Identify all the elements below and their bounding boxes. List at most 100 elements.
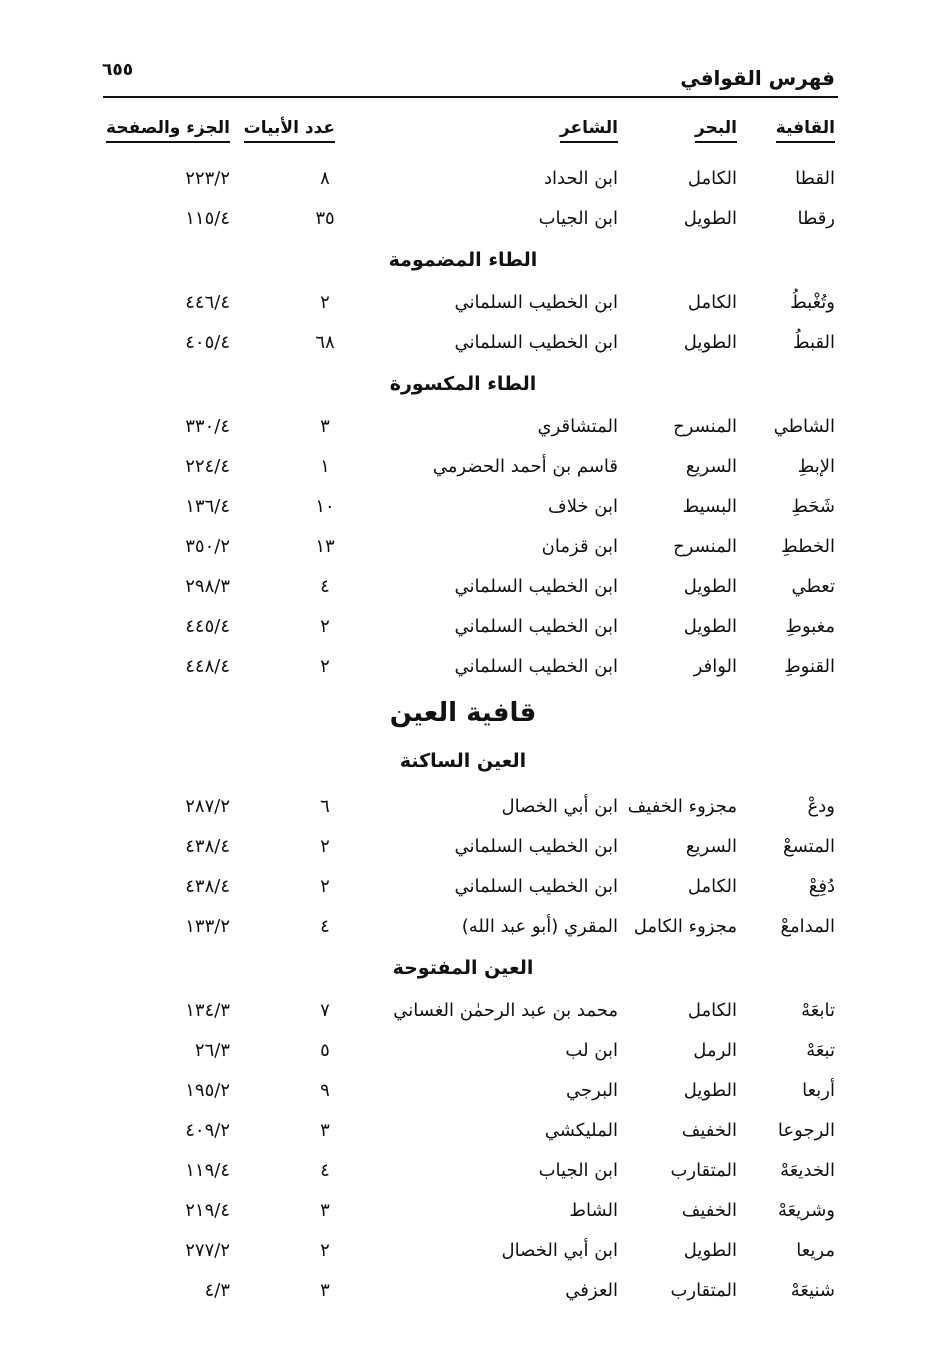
cell-ref: ٣٥٠/٢ [185, 536, 230, 557]
cell-meter: مجزوء الخفيف [627, 796, 737, 817]
table-row: مريعا الطويل ابن أبي الخصال ٢ ٢٧٧/٢ [0, 1232, 930, 1272]
section-heading: العين المفتوحة [0, 948, 930, 992]
table-row: أربعا الطويل البرجي ٩ ١٩٥/٢ [0, 1072, 930, 1112]
cell-poet: المليكشي [544, 1120, 618, 1141]
cell-ref: ٢٢٣/٢ [185, 168, 230, 189]
cell-count: ٣ [320, 1200, 330, 1221]
section-heading-text: العين المفتوحة [392, 957, 534, 979]
cell-ref: ٢٨٧/٢ [185, 796, 230, 817]
cell-ref: ٤٣٨/٤ [185, 876, 230, 897]
cell-poet: ابن خلاف [548, 496, 618, 517]
table-row: شنيعَهْ المتقارب العزفي ٣ ٤/٣ [0, 1272, 930, 1312]
cell-ref: ٣٣٠/٤ [185, 416, 230, 437]
cell-meter: الطويل [683, 332, 737, 353]
cell-ref: ٤٠٩/٢ [185, 1120, 230, 1141]
cell-ref: ٢٢٤/٤ [185, 456, 230, 477]
cell-rhyme: تعطي [791, 576, 835, 597]
cell-count: ٢ [320, 616, 330, 637]
cell-ref: ١٩٥/٢ [185, 1080, 230, 1101]
cell-rhyme: المتسعْ [783, 836, 835, 857]
cell-rhyme: تابعَهْ [801, 1000, 835, 1021]
cell-meter: السريع [685, 836, 737, 857]
table-row: وشريعَهْ الخفيف الشاط ٣ ٢١٩/٤ [0, 1192, 930, 1232]
table-row: المدامعْ مجزوء الكامل المقري (أبو عبد الله… [0, 908, 930, 948]
cell-rhyme: وتُغْبطُ [790, 292, 835, 313]
page-number: ٦٥٥ [102, 60, 134, 80]
table-row: تعطي الطويل ابن الخطيب السلماني ٤ ٢٩٨/٣ [0, 568, 930, 608]
table-row: تبعَهْ الرمل ابن لب ٥ ٢٦/٣ [0, 1032, 930, 1072]
cell-meter: المتقارب [670, 1280, 737, 1301]
cell-meter: الكامل [687, 292, 737, 313]
table-row: الرجوعا الخفيف المليكشي ٣ ٤٠٩/٢ [0, 1112, 930, 1152]
cell-poet: قاسم بن أحمد الحضرمي [432, 456, 618, 477]
cell-rhyme: ودعْ [807, 796, 835, 817]
table-row: القنوطِ الوافر ابن الخطيب السلماني ٢ ٤٤٨/٤ [0, 648, 930, 688]
cell-meter: الكامل [687, 1000, 737, 1021]
cell-count: ٤ [320, 916, 330, 937]
cell-count: ٢ [320, 292, 330, 313]
cell-rhyme: وشريعَهْ [777, 1200, 835, 1221]
cell-ref: ٢٦/٣ [194, 1040, 230, 1061]
cell-meter: المنسرح [673, 416, 737, 437]
cell-meter: الطويل [683, 576, 737, 597]
section-heading-text: العين الساكنة [399, 750, 527, 772]
cell-meter: الرمل [693, 1040, 737, 1061]
cell-ref: ٢٧٧/٢ [185, 1240, 230, 1261]
cell-count: ٢ [320, 656, 330, 677]
cell-count: ٩ [320, 1080, 330, 1101]
header-rule [103, 96, 838, 98]
cell-meter: الخفيف [681, 1200, 737, 1221]
table-row: دُفِعْ الكامل ابن الخطيب السلماني ٢ ٤٣٨/٤ [0, 868, 930, 908]
cell-poet: ابن الخطيب السلماني [454, 836, 618, 857]
cell-count: ٣ [320, 1120, 330, 1141]
table-row: شَحَطِ البسيط ابن خلاف ١٠ ١٣٦/٤ [0, 488, 930, 528]
cell-poet: ابن الخطيب السلماني [454, 576, 618, 597]
cell-meter: الكامل [687, 168, 737, 189]
table-row: الإبطِ السريع قاسم بن أحمد الحضرمي ١ ٢٢٤/٤ [0, 448, 930, 488]
cell-ref: ٢٩٨/٣ [185, 576, 230, 597]
cell-ref: ١١٥/٤ [185, 208, 230, 229]
cell-ref: ٤٤٥/٤ [185, 616, 230, 637]
cell-ref: ١٣٦/٤ [185, 496, 230, 517]
cell-rhyme: شنيعَهْ [790, 1280, 835, 1301]
cell-meter: الطويل [683, 1240, 737, 1261]
cell-poet: ابن الخطيب السلماني [454, 656, 618, 677]
cell-count: ٣ [320, 1280, 330, 1301]
cell-poet: ابن الجياب [538, 1160, 618, 1181]
cell-rhyme: تبعَهْ [806, 1040, 835, 1061]
cell-meter: الخفيف [681, 1120, 737, 1141]
cell-rhyme: القبطُ [792, 332, 835, 353]
cell-ref: ٤٣٨/٤ [185, 836, 230, 857]
cell-meter: الطويل [683, 1080, 737, 1101]
cell-ref: ٤٤٦/٤ [185, 292, 230, 313]
cell-ref: ٤٤٨/٤ [185, 656, 230, 677]
cell-poet: ابن الحداد [543, 168, 618, 189]
cell-rhyme: القنوطِ [784, 656, 835, 677]
section-heading-text: قافية العين [389, 698, 537, 728]
cell-count: ٨ [320, 168, 330, 189]
table-row: المتسعْ السريع ابن الخطيب السلماني ٢ ٤٣٨/٤ [0, 828, 930, 868]
table-row: القطا الكامل ابن الحداد ٨ ٢٢٣/٢ [0, 160, 930, 200]
cell-poet: محمد بن عبد الرحمٰن الغساني [393, 1000, 618, 1021]
table-row: القبطُ الطويل ابن الخطيب السلماني ٦٨ ٤٠٥/٤ [0, 324, 930, 364]
cell-poet: المقري (أبو عبد الله) [461, 916, 618, 937]
cell-poet: ابن الخطيب السلماني [454, 292, 618, 313]
cell-poet: ابن قزمان [541, 536, 618, 557]
cell-rhyme: دُفِعْ [808, 876, 835, 897]
cell-rhyme: الإبطِ [797, 456, 835, 477]
cell-ref: ٤/٣ [204, 1280, 230, 1301]
table-row: ودعْ مجزوء الخفيف ابن أبي الخصال ٦ ٢٨٧/٢ [0, 788, 930, 828]
cell-count: ٤ [320, 576, 330, 597]
column-headers: القافية البحر الشاعر عدد الأبيات الجزء و… [0, 112, 930, 152]
cell-meter: البسيط [682, 496, 738, 517]
cell-poet: ابن الجياب [538, 208, 618, 229]
cell-count: ٦٨ [315, 332, 335, 353]
index-body: القطا الكامل ابن الحداد ٨ ٢٢٣/٢ رقطا الطويل ابن… [0, 160, 930, 1312]
cell-meter: الطويل [683, 616, 737, 637]
cell-count: ١٠ [315, 496, 335, 517]
cell-count: ٤ [320, 1160, 330, 1181]
cell-poet: المتشاقري [537, 416, 619, 437]
cell-meter: مجزوء الكامل [633, 916, 737, 937]
cell-poet: ابن الخطيب السلماني [454, 876, 618, 897]
table-row: مغبوطِ الطويل ابن الخطيب السلماني ٢ ٤٤٥/٤ [0, 608, 930, 648]
